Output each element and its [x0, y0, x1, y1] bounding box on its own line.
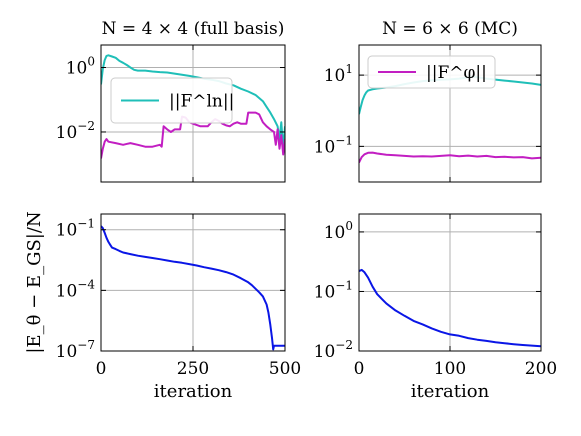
- x-tick-label: 0: [96, 359, 107, 379]
- legend-box: [110, 77, 233, 124]
- legend: ||F^ln||: [110, 77, 234, 124]
- x-tick-label: 0: [354, 359, 365, 379]
- panel-title: N = 6 × 6 (MC): [382, 19, 518, 39]
- legend-label: ||F^φ||: [426, 63, 487, 83]
- y-tick-label: 10−4: [56, 277, 96, 301]
- chart-panel-top-right: 101 10−1 N = 6 × 6 (MC) ||F^φ||: [314, 19, 542, 183]
- series-line-2: [359, 151, 541, 164]
- x-tick-label: 200: [525, 359, 557, 379]
- chart-panel-bottom-left: 10−1 10−4 10−70 250 500 iteration |E_θ − E_GS|…: [24, 211, 301, 402]
- x-axis-label: iteration: [154, 381, 233, 402]
- legend-box: [367, 55, 496, 89]
- y-tick-label: 10−1: [314, 133, 353, 157]
- series-line-2: [101, 111, 285, 159]
- panel-title: N = 4 × 4 (full basis): [102, 19, 285, 39]
- y-tick-label: 100: [324, 219, 353, 243]
- series-line-1: [101, 54, 285, 150]
- y-tick-label: 100: [66, 55, 95, 79]
- legend-label: ||F^ln||: [169, 92, 234, 112]
- x-tick-label: 250: [177, 359, 209, 379]
- y-tick-label: 10−2: [314, 338, 353, 362]
- legend: ||F^φ||: [367, 55, 496, 89]
- chart-panel-top-left: 100 10−2 N = 4 × 4 (full basis) ||F^ln||: [56, 19, 286, 183]
- y-tick-label: 101: [324, 62, 353, 86]
- x-tick-label: 500: [269, 359, 301, 379]
- chart-panel-bottom-right: 100 10−1 10−20 100 200 iteration: [314, 213, 557, 402]
- x-axis-label: iteration: [411, 381, 490, 402]
- y-axis-label: |E_θ − E_GS|/N: [24, 211, 45, 353]
- y-tick-label: 10−7: [56, 338, 95, 362]
- series-line-1: [359, 268, 541, 348]
- y-tick-label: 10−1: [56, 217, 95, 241]
- x-tick-label: 100: [434, 359, 466, 379]
- series-line-1: [101, 225, 285, 351]
- y-tick-label: 10−1: [314, 278, 353, 302]
- y-tick-label: 10−2: [56, 119, 95, 143]
